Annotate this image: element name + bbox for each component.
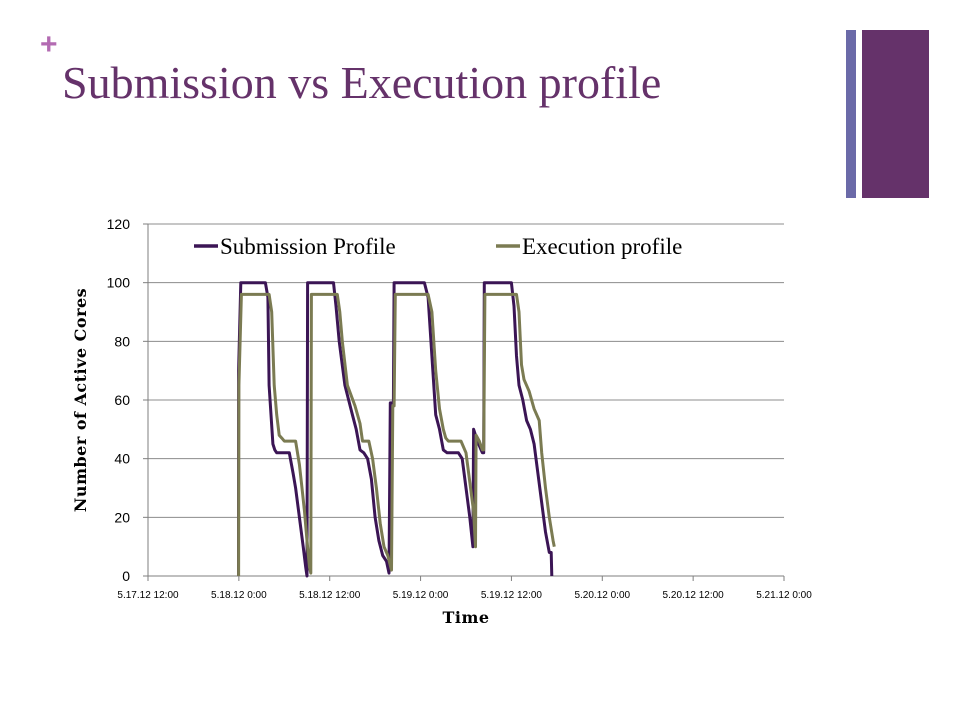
legend-label-1: Execution profile: [522, 234, 682, 259]
x-tick-label: 5.20.12 0:00: [574, 590, 630, 601]
legend-label-0: Submission Profile: [220, 234, 396, 259]
slide-bullet: +: [40, 28, 58, 61]
x-tick-label: 5.18.12 0:00: [211, 590, 267, 601]
y-axis-title: Number of Active Cores: [71, 288, 90, 512]
series-line-0: [237, 281, 554, 578]
y-tick-label: 0: [122, 568, 130, 584]
x-tick-label: 5.20.12 12:00: [663, 590, 725, 601]
x-tick-label: 5.19.12 12:00: [481, 590, 543, 601]
x-tick-label: 5.17.12 12:00: [117, 590, 179, 601]
y-tick-label: 40: [114, 451, 130, 467]
y-axis-ticks: 0 20 40 60 80 100 120: [107, 216, 149, 584]
y-tick-label: 20: [114, 509, 130, 525]
y-tick-label: 80: [114, 333, 130, 349]
y-tick-label: 60: [114, 392, 130, 408]
series-lines: [237, 281, 556, 578]
decor-bar-thin: [846, 30, 856, 198]
gridlines: [148, 223, 784, 577]
legend: Submission Profile Execution profile: [194, 234, 682, 259]
series-line-1: [237, 292, 556, 577]
x-tick-label: 5.19.12 0:00: [393, 590, 449, 601]
x-axis: 5.17.12 12:00 5.18.12 0:00 5.18.12 12:00 5.…: [117, 576, 812, 601]
x-tick-label: 5.18.12 12:00: [299, 590, 361, 601]
y-tick-label: 120: [107, 216, 131, 232]
decor-bar-thick: [862, 30, 929, 198]
x-tick-label: 5.21.12 0:00: [756, 590, 812, 601]
slide-title: Submission vs Execution profile: [62, 57, 662, 108]
y-tick-label: 100: [107, 275, 131, 291]
x-axis-title: Time: [442, 608, 489, 627]
